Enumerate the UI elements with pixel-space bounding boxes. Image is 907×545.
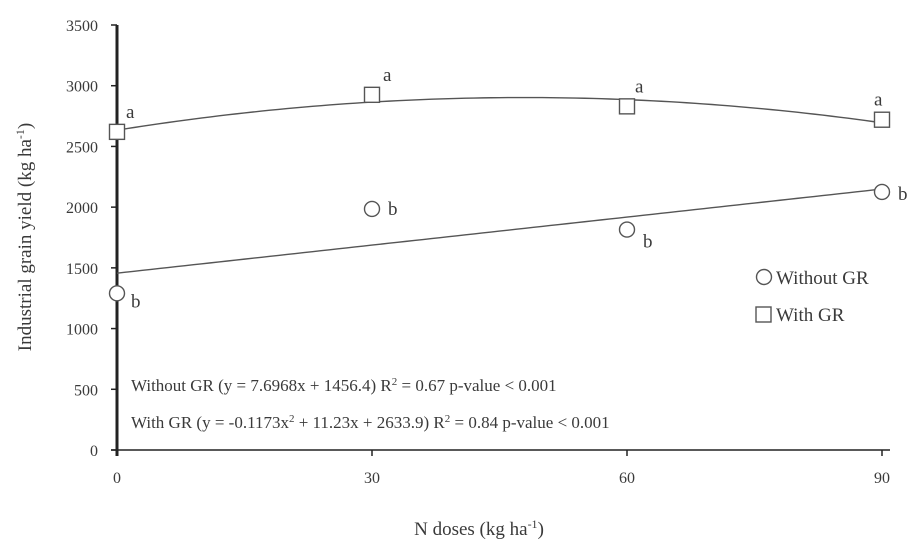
significance-letter: a bbox=[874, 90, 883, 111]
point-without-gr bbox=[873, 183, 891, 201]
y-tick-label: 0 bbox=[90, 443, 98, 460]
legend: Without GR With GR bbox=[755, 268, 869, 326]
fit-lines bbox=[116, 96, 883, 274]
x-tick-label: 30 bbox=[364, 470, 380, 487]
significance-letter: a bbox=[126, 102, 135, 123]
fit-line-with-gr bbox=[116, 96, 883, 131]
significance-letter: b bbox=[643, 232, 653, 253]
significance-letter: b bbox=[388, 199, 398, 220]
point-with-gr bbox=[363, 86, 381, 104]
legend-circle-marker bbox=[755, 268, 773, 286]
legend-square-marker bbox=[755, 306, 772, 323]
significance-letter: a bbox=[635, 76, 644, 97]
equation-without-gr: Without GR (y = 7.6968x + 1456.4) R2 = 0… bbox=[131, 376, 557, 395]
y-tick-label: 1500 bbox=[66, 261, 98, 278]
point-with-gr bbox=[873, 111, 891, 128]
equation-with-gr: With GR (y = -0.1173x2 + 11.23x + 2633.9… bbox=[131, 413, 610, 432]
significance-letters: b b b b a a a a bbox=[126, 65, 907, 313]
y-axis-label: Industrial grain yield (kg ha-1) bbox=[13, 123, 36, 351]
legend-label-without-gr: Without GR bbox=[776, 268, 869, 289]
y-tick-label: 3500 bbox=[66, 18, 98, 35]
significance-letter: b bbox=[131, 291, 141, 312]
y-tick-label: 2500 bbox=[66, 139, 98, 156]
y-tick-label: 2000 bbox=[66, 200, 98, 217]
legend-label-with-gr: With GR bbox=[776, 305, 845, 326]
fit-line-without-gr bbox=[116, 188, 883, 274]
data-points bbox=[108, 86, 891, 302]
x-tick-label: 0 bbox=[113, 470, 121, 487]
point-with-gr bbox=[618, 98, 636, 115]
point-without-gr bbox=[108, 285, 126, 302]
significance-letter: a bbox=[383, 65, 392, 86]
tick-labels: 0 500 1000 1500 2000 2500 3000 3500 0 30 60 90 bbox=[66, 18, 890, 487]
y-tick-label: 3000 bbox=[66, 79, 98, 96]
y-tick-label: 1000 bbox=[66, 322, 98, 339]
point-without-gr bbox=[618, 221, 636, 238]
point-with-gr bbox=[108, 123, 126, 141]
y-tick-label: 500 bbox=[74, 382, 98, 399]
x-tick-label: 90 bbox=[874, 470, 890, 487]
significance-letter: b bbox=[898, 184, 907, 205]
point-without-gr bbox=[363, 200, 381, 218]
axes bbox=[111, 24, 890, 456]
x-axis-label: N doses (kg ha-1) bbox=[414, 517, 544, 540]
x-tick-label: 60 bbox=[619, 470, 635, 487]
